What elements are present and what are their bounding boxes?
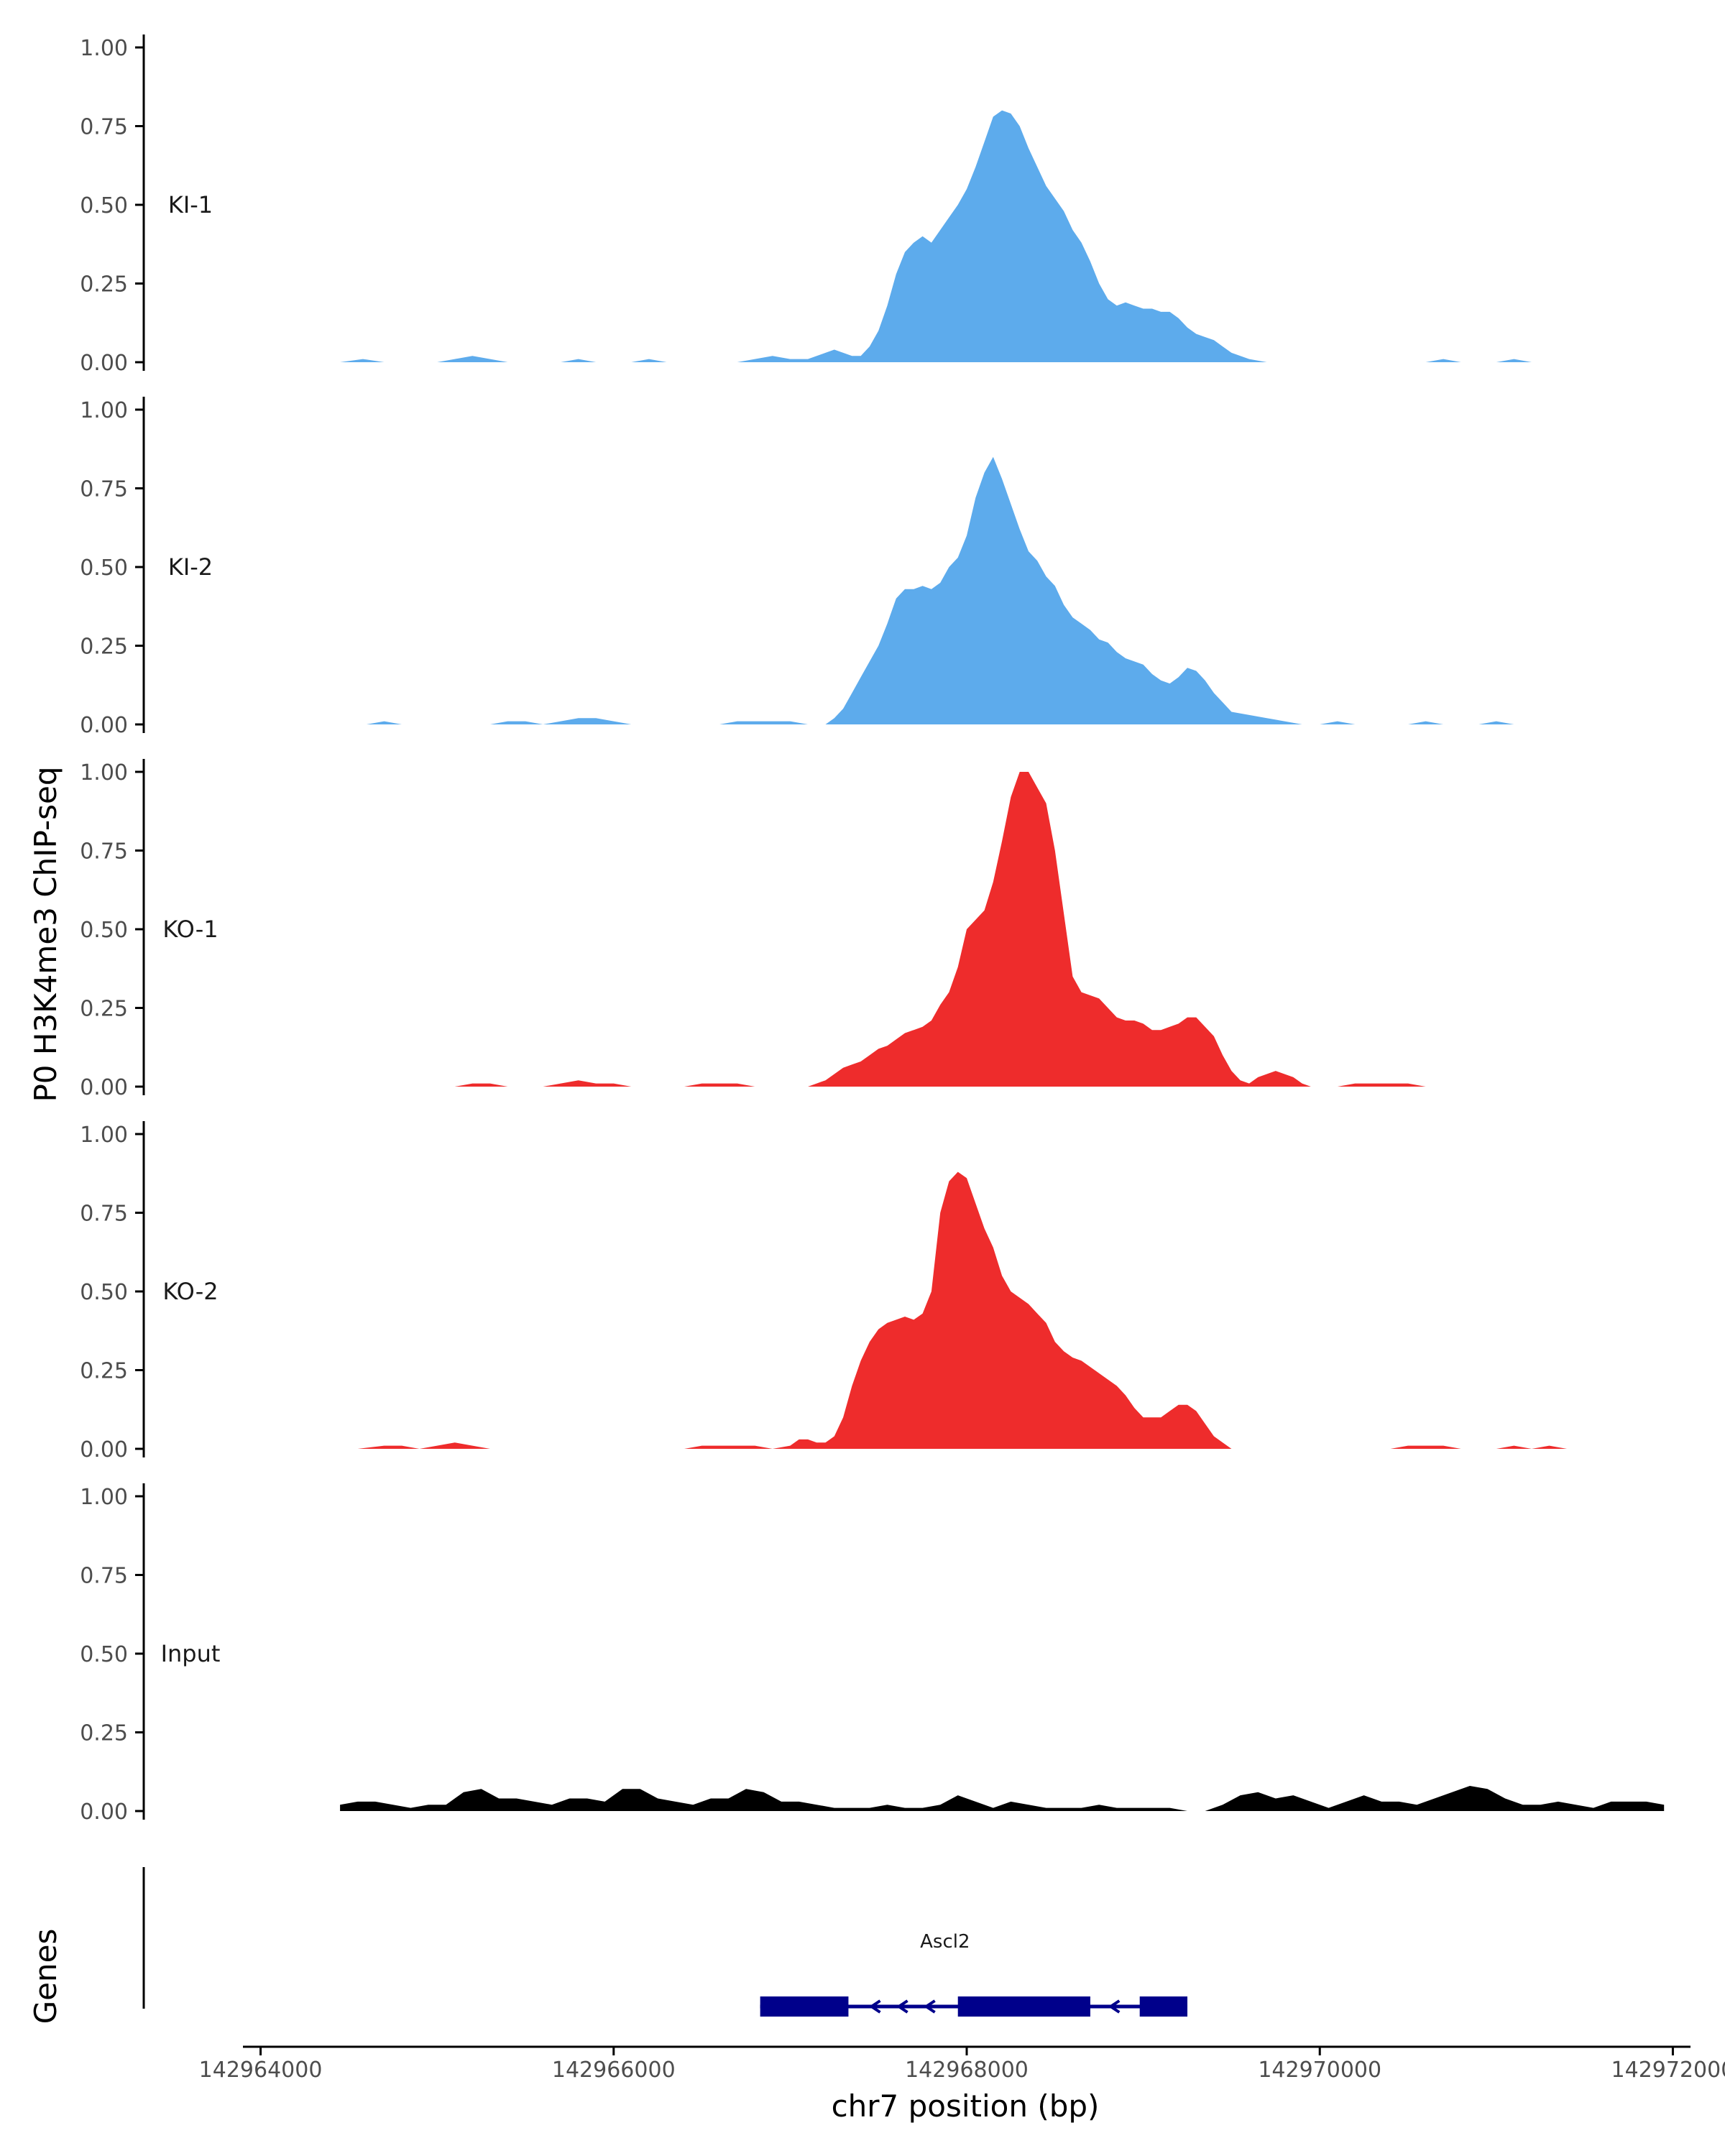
signal-area-ko-1 (454, 772, 1496, 1087)
y-tick-label: 0.00 (80, 351, 128, 376)
gene-exon-1 (760, 1996, 849, 2017)
y-tick-label: 1.00 (80, 1123, 128, 1148)
signal-area-ki-2 (340, 456, 1532, 724)
y-tick-label: 0.75 (80, 115, 128, 140)
track-panel-ki-1: 0.00 0.25 0.50 0.75 1.00 KI-1 (80, 34, 1550, 376)
track-panel-ki-2: 0.00 0.25 0.50 0.75 1.00 KI-2 (80, 397, 1532, 738)
y-tick-label: 0.75 (80, 477, 128, 502)
signal-tracks: 0.00 0.25 0.50 0.75 1.00 KI-1 0.00 0.25 0.50 0.75… (80, 34, 1665, 1825)
track-panel-ko-1: 0.00 0.25 0.50 0.75 1.00 KO-1 (80, 759, 1496, 1100)
gene-exon-2 (957, 1996, 1090, 2017)
y-tick-label: 1.00 (80, 36, 128, 61)
track-label-ko-2: KO-2 (162, 1278, 218, 1305)
y-tick-label: 0.25 (80, 635, 128, 660)
signal-area-input (340, 1786, 1665, 1811)
y-tick-label: 0.25 (80, 997, 128, 1022)
track-panel-input: 0.00 0.25 0.50 0.75 1.00 Input (80, 1483, 1665, 1825)
gene-exon-3 (1139, 1996, 1188, 2017)
y-tick-label: 0.50 (80, 556, 128, 581)
x-axis: 142964000 142966000 142968000 142970000 1429… (199, 2045, 1725, 2083)
y-tick-label: 1.00 (80, 760, 128, 786)
signal-area-ki-1 (340, 110, 1550, 362)
x-tick-label: 142964000 (199, 2058, 323, 2083)
strand-arrow (1108, 1999, 1121, 2014)
y-tick-label: 0.75 (80, 1564, 128, 1589)
x-tick-label: 142966000 (552, 2058, 676, 2083)
strand-arrow (896, 1999, 908, 2014)
y-tick-label: 0.75 (80, 1202, 128, 1227)
track-label-input: Input (161, 1640, 221, 1667)
y-axis-title: P0 H3K4me3 ChIP-seq (28, 766, 63, 1102)
y-tick-label: 0.50 (80, 1642, 128, 1667)
y-tick-label: 0.75 (80, 839, 128, 865)
y-tick-label: 0.00 (80, 1437, 128, 1462)
track-label-ki-2: KI-2 (168, 553, 213, 581)
genes-axis-title: Genes (28, 1929, 63, 2024)
y-tick-label: 1.00 (80, 1485, 128, 1510)
y-tick-label: 0.25 (80, 1721, 128, 1746)
strand-arrow (924, 1999, 936, 2014)
signal-area-ko-2 (340, 1171, 1638, 1449)
strand-arrow (868, 1999, 881, 2014)
track-panel-ko-2: 0.00 0.25 0.50 0.75 1.00 KO-2 (80, 1121, 1638, 1462)
track-label-ki-1: KI-1 (168, 191, 213, 218)
y-tick-label: 0.50 (80, 918, 128, 943)
y-tick-label: 1.00 (80, 398, 128, 423)
y-tick-label: 0.00 (80, 1800, 128, 1825)
x-tick-label: 142968000 (905, 2058, 1029, 2083)
y-tick-label: 0.25 (80, 1359, 128, 1384)
gene-label-ascl2: Ascl2 (920, 1931, 970, 1953)
x-tick-label: 142970000 (1258, 2058, 1381, 2083)
y-tick-label: 0.50 (80, 193, 128, 218)
x-axis-title: chr7 position (bp) (832, 2088, 1100, 2124)
y-tick-label: 0.00 (80, 1075, 128, 1100)
y-tick-label: 0.00 (80, 713, 128, 738)
track-label-ko-1: KO-1 (162, 916, 218, 943)
genes-track: Ascl2 (142, 1867, 1188, 2017)
x-tick-label: 142972000 (1611, 2058, 1725, 2083)
y-tick-label: 0.50 (80, 1280, 128, 1305)
y-tick-label: 0.25 (80, 272, 128, 298)
